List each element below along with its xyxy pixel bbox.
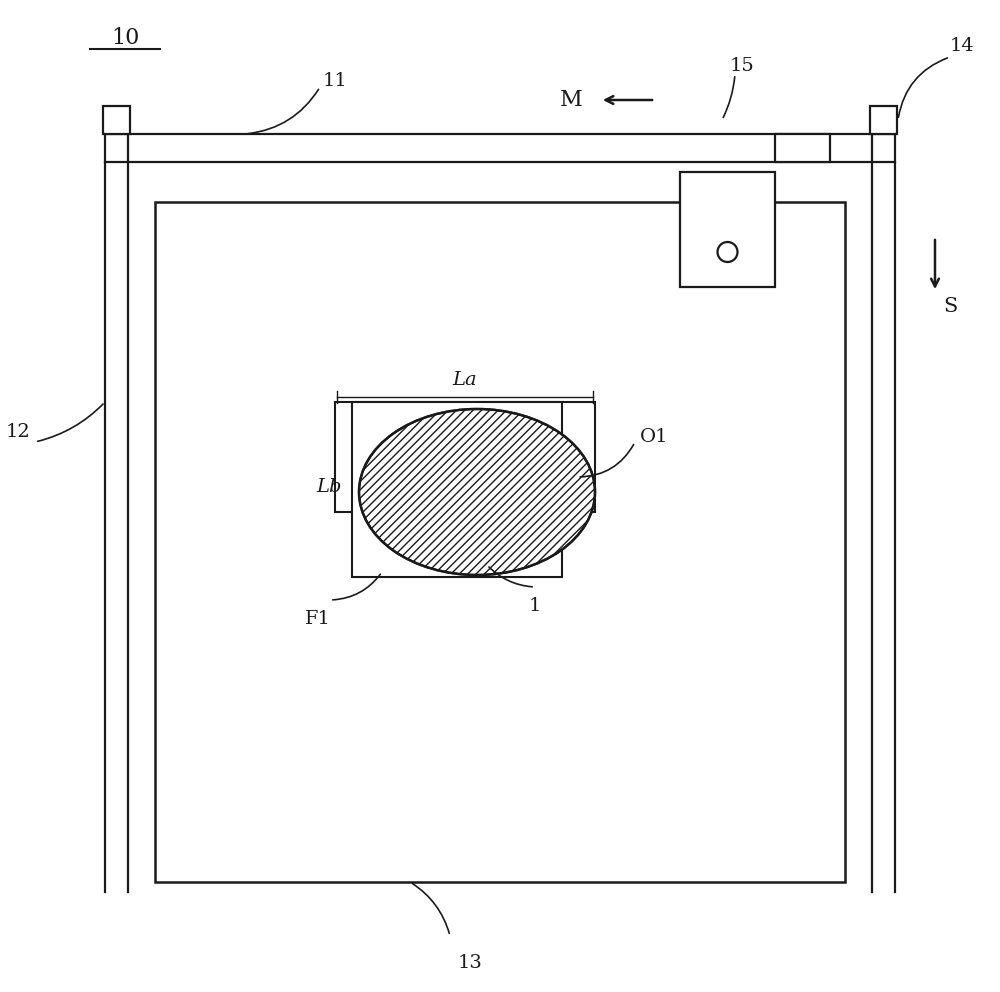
Bar <box>335 402 595 512</box>
Bar <box>103 106 130 134</box>
FancyArrowPatch shape <box>412 884 449 933</box>
Text: M: M <box>560 89 583 111</box>
FancyArrowPatch shape <box>489 567 532 587</box>
Text: 12: 12 <box>6 423 30 441</box>
Text: Lb: Lb <box>317 478 342 496</box>
Text: 14: 14 <box>950 37 974 55</box>
Text: La: La <box>453 371 477 389</box>
FancyArrowPatch shape <box>333 574 380 600</box>
Text: 1: 1 <box>529 597 541 615</box>
Bar <box>870 106 897 134</box>
FancyArrowPatch shape <box>580 444 634 477</box>
Text: O1: O1 <box>640 428 668 446</box>
Bar <box>352 402 562 577</box>
FancyArrowPatch shape <box>898 58 947 117</box>
Bar <box>680 172 775 287</box>
Text: S: S <box>943 297 957 316</box>
Text: 15: 15 <box>730 57 754 75</box>
Text: F1: F1 <box>305 610 331 628</box>
FancyArrowPatch shape <box>723 76 735 117</box>
Bar <box>775 134 830 162</box>
FancyArrowPatch shape <box>38 404 103 441</box>
Text: 11: 11 <box>323 72 347 90</box>
Bar <box>155 202 845 882</box>
FancyArrowPatch shape <box>248 89 319 134</box>
Text: 13: 13 <box>458 954 482 972</box>
Ellipse shape <box>359 409 595 575</box>
Text: 10: 10 <box>111 27 139 49</box>
